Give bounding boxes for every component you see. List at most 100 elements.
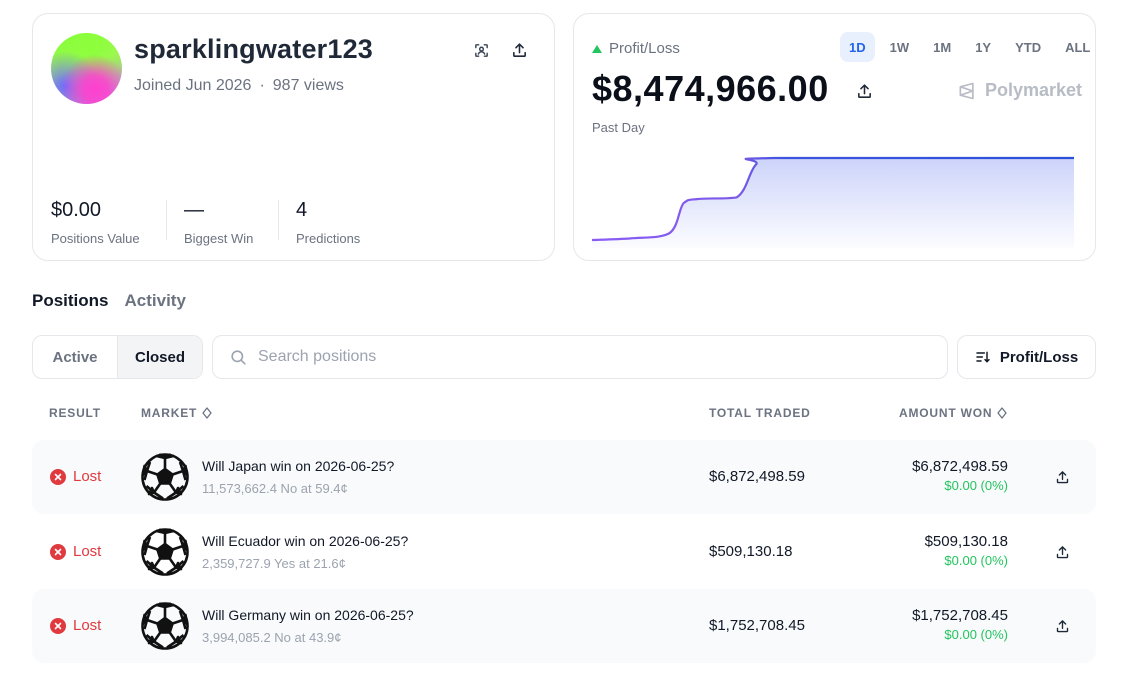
pnl-label: Profit/Loss bbox=[609, 40, 680, 57]
chart-line bbox=[591, 156, 1074, 242]
scan-button[interactable] bbox=[467, 36, 495, 64]
range-1d[interactable]: 1D bbox=[840, 32, 875, 62]
stat-biggest-win: — Biggest Win bbox=[184, 199, 253, 246]
search-icon bbox=[231, 349, 246, 365]
stat-value: 4 bbox=[296, 199, 308, 221]
search-box bbox=[212, 335, 948, 379]
result-badge: Lost bbox=[50, 543, 101, 560]
stat-divider bbox=[166, 200, 167, 240]
amount-won-pnl: $0.00 (0%) bbox=[944, 553, 1008, 568]
total-traded: $1,752,708.45 bbox=[709, 617, 805, 634]
username: sparklingwater123 bbox=[134, 34, 374, 64]
profile-meta: Joined Jun 2026 · 987 views bbox=[134, 77, 344, 95]
sort-toggle-icon bbox=[997, 407, 1007, 419]
profile-card: sparklingwater123 Joined Jun 2026 · 987 vi… bbox=[32, 13, 555, 261]
amount-won: $509,130.18 $0.00 (0%) bbox=[925, 533, 1008, 568]
stat-positions-value: $0.00 Positions Value bbox=[51, 199, 140, 246]
stat-label: Biggest Win bbox=[184, 231, 254, 246]
market-title[interactable]: Will Japan win on 2026-06-25? bbox=[202, 458, 395, 474]
joined-date: Joined Jun 2026 bbox=[134, 77, 252, 94]
lost-icon bbox=[50, 617, 66, 634]
range-1y[interactable]: 1Y bbox=[975, 39, 992, 55]
result-badge: Lost bbox=[50, 468, 101, 485]
range-selector: 1D 1W 1M 1Y YTD ALL bbox=[840, 32, 1099, 62]
search-input[interactable] bbox=[258, 348, 918, 366]
table-row[interactable]: Lost Will Japan win on 2026-06-25? 11,57… bbox=[32, 440, 1096, 514]
table-row[interactable]: Lost Will Ecuador win on 2026-06-25? 2,3… bbox=[32, 515, 1096, 589]
stat-divider bbox=[278, 200, 279, 240]
soccer-ball-icon bbox=[140, 452, 190, 502]
soccer-ball-icon bbox=[140, 527, 190, 577]
market-title[interactable]: Will Ecuador win on 2026-06-25? bbox=[202, 533, 409, 549]
range-all[interactable]: ALL bbox=[1065, 39, 1091, 55]
header-won-label: AMOUNT WON bbox=[899, 406, 993, 420]
lost-icon bbox=[50, 543, 66, 560]
header-total-label: TOTAL TRADED bbox=[709, 406, 811, 420]
stat-value: — bbox=[184, 199, 204, 221]
tab-activity[interactable]: Activity bbox=[124, 291, 186, 310]
filter-active[interactable]: Active bbox=[52, 348, 98, 366]
range-1m[interactable]: 1M bbox=[933, 39, 952, 55]
polymarket-logo-icon bbox=[959, 82, 974, 99]
brand-logo: Polymarket bbox=[957, 80, 1082, 101]
filter-closed[interactable]: Closed bbox=[117, 336, 202, 378]
stat-value: $0.00 bbox=[51, 199, 102, 221]
stat-label: Predictions bbox=[296, 231, 361, 246]
range-ytd[interactable]: YTD bbox=[1015, 39, 1042, 55]
header-amount-won[interactable]: AMOUNT WON bbox=[899, 406, 1007, 420]
sort-icon bbox=[976, 351, 990, 363]
scan-icon bbox=[474, 43, 488, 57]
soccer-ball-icon bbox=[140, 601, 190, 651]
pnl-value: $8,474,966.00 bbox=[592, 68, 829, 109]
header-result-label: RESULT bbox=[49, 406, 101, 420]
result-badge: Lost bbox=[50, 617, 101, 634]
total-traded: $509,130.18 bbox=[709, 543, 793, 560]
view-count: 987 views bbox=[272, 77, 344, 94]
market-position: 2,359,727.9 Yes at 21.6¢ bbox=[202, 556, 346, 571]
header-market-label: MARKET bbox=[141, 406, 198, 420]
sort-toggle-icon bbox=[202, 407, 212, 419]
amount-won-value: $1,752,708.45 bbox=[912, 607, 1008, 624]
result-label: Lost bbox=[73, 617, 102, 634]
share-icon bbox=[512, 42, 526, 57]
market-position: 3,994,085.2 No at 43.9¢ bbox=[202, 630, 342, 645]
row-share-button[interactable] bbox=[1048, 463, 1076, 491]
share-icon bbox=[1056, 470, 1068, 483]
amount-won: $1,752,708.45 $0.00 (0%) bbox=[912, 607, 1008, 642]
status-filter: Active Closed bbox=[32, 335, 203, 379]
pnl-card: Profit/Loss 1D 1W 1M 1Y YTD ALL $8,474,9… bbox=[573, 13, 1096, 261]
tab-positions[interactable]: Positions bbox=[32, 291, 109, 310]
header-total-traded: TOTAL TRADED bbox=[709, 406, 811, 420]
brand-name: Polymarket bbox=[985, 80, 1083, 100]
share-button[interactable] bbox=[505, 36, 533, 64]
market-position: 11,573,662.4 No at 59.4¢ bbox=[202, 481, 348, 496]
share-icon bbox=[857, 83, 871, 98]
stat-label: Positions Value bbox=[51, 231, 140, 246]
market-title[interactable]: Will Germany win on 2026-06-25? bbox=[202, 607, 414, 623]
trend-up-icon bbox=[592, 44, 602, 53]
lost-icon bbox=[50, 468, 66, 485]
pnl-chart bbox=[591, 156, 1074, 248]
amount-won-pnl: $0.00 (0%) bbox=[944, 478, 1008, 493]
meta-separator: · bbox=[259, 77, 265, 94]
total-traded: $6,872,498.59 bbox=[709, 468, 805, 485]
row-share-button[interactable] bbox=[1048, 612, 1076, 640]
range-1w[interactable]: 1W bbox=[889, 39, 910, 55]
pnl-share-button[interactable] bbox=[850, 77, 878, 105]
pnl-header: Profit/Loss bbox=[592, 40, 680, 57]
share-icon bbox=[1056, 545, 1068, 558]
header-result: RESULT bbox=[49, 406, 101, 420]
stat-predictions: 4 Predictions bbox=[296, 199, 360, 246]
sort-label: Profit/Loss bbox=[999, 348, 1079, 366]
result-label: Lost bbox=[73, 468, 102, 485]
row-share-button[interactable] bbox=[1048, 538, 1076, 566]
amount-won: $6,872,498.59 $0.00 (0%) bbox=[912, 458, 1008, 493]
chart-area bbox=[592, 158, 1074, 248]
table-row[interactable]: Lost Will Germany win on 2026-06-25? 3,9… bbox=[32, 589, 1096, 663]
amount-won-value: $509,130.18 bbox=[924, 533, 1008, 550]
header-market[interactable]: MARKET bbox=[141, 406, 212, 420]
amount-won-pnl: $0.00 (0%) bbox=[944, 627, 1008, 642]
sort-button[interactable]: Profit/Loss bbox=[957, 335, 1096, 379]
result-label: Lost bbox=[73, 543, 102, 560]
share-icon bbox=[1056, 619, 1068, 632]
